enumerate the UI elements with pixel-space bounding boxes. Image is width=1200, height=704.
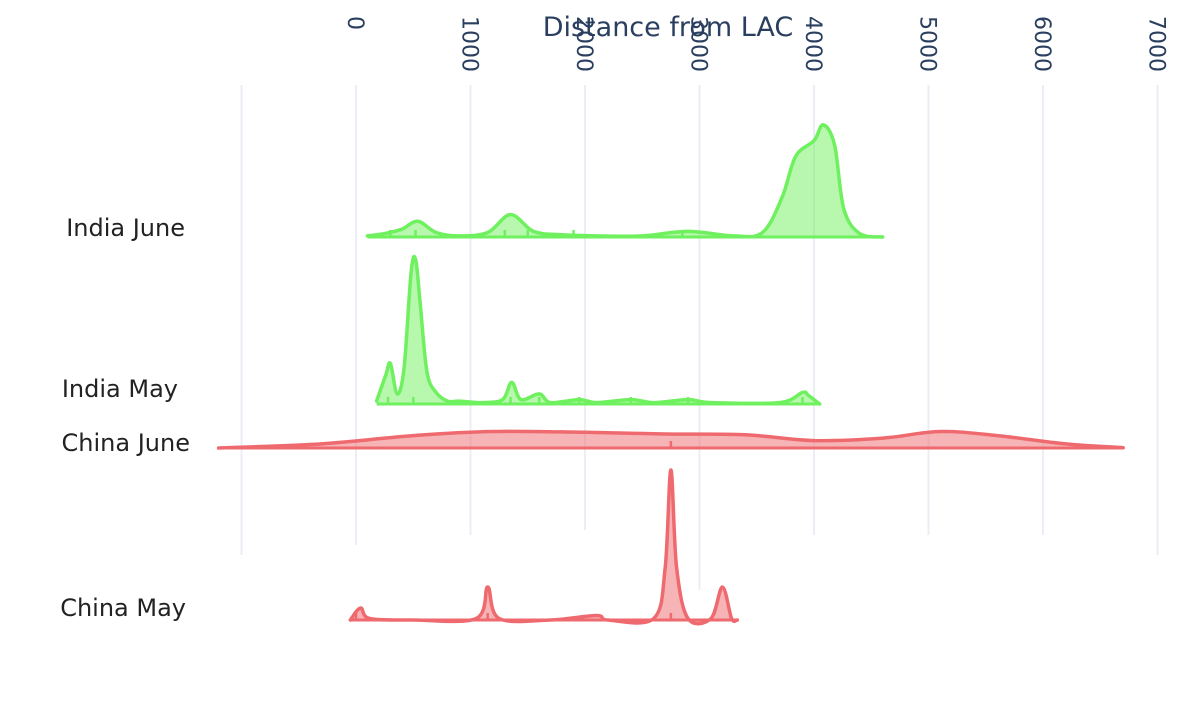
x-tick-label: 7000 [1144,16,1169,72]
x-tick-label: 4000 [800,16,825,72]
violin-fill [350,470,738,624]
category-label: China May [60,594,186,622]
violin-outline [374,254,822,406]
x-tick-label: 0 [342,16,367,30]
gridlines [240,85,1159,590]
violin-india-may [374,254,822,406]
violin-outline [216,429,1125,450]
violin-fill [367,124,883,237]
x-tick-label: 5000 [915,16,940,72]
x-axis-title: Distance from LAC [543,12,794,43]
violin-india-june [365,123,885,239]
category-label: India June [66,214,185,242]
category-label: India May [62,375,178,403]
violin-china-june [216,429,1125,450]
x-tick-label: 1000 [457,16,482,72]
violin-outline [365,123,885,239]
violin-fill [376,256,820,404]
violin-layer [216,123,1125,626]
violin-fill [218,431,1124,448]
violin-outline [348,468,740,626]
violin-china-may [348,468,740,626]
x-tick-label: 3000 [686,16,711,72]
category-label: China June [62,429,190,457]
category-labels: India June India May China June China May [60,214,190,622]
x-tick-label: 6000 [1029,16,1054,72]
x-tick-labels: 0 1000 2000 3000 4000 5000 6000 7000 [342,16,1169,72]
x-tick-label: 2000 [571,16,596,72]
